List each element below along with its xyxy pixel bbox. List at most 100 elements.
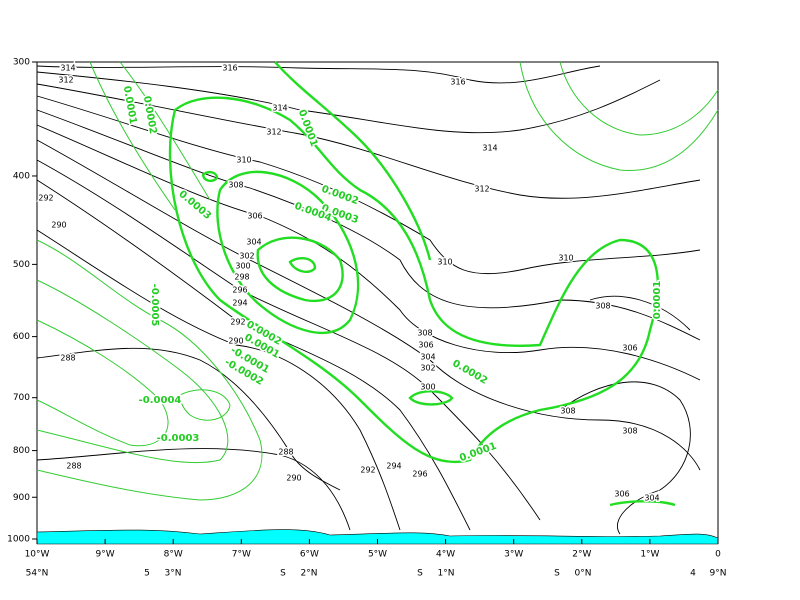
contour-line — [36, 347, 341, 491]
contour-label: 298 — [234, 273, 249, 282]
omega-contours — [36, 61, 719, 507]
x-tick-label: 9°W — [96, 550, 115, 560]
contour-line — [36, 124, 701, 381]
contour-line — [519, 61, 719, 171]
contour-label: 304 — [420, 353, 435, 362]
contour-label: 292 — [230, 318, 245, 327]
contour-label: 304 — [644, 494, 659, 503]
contour-line — [36, 71, 661, 134]
contour-line — [168, 96, 659, 464]
contour-label: 288 — [278, 448, 293, 457]
contour-label: 288 — [60, 354, 75, 363]
contour-label: -0.0005 — [149, 284, 160, 327]
contour-line — [201, 170, 219, 183]
contour-label: 0.0002 — [450, 358, 489, 387]
lat-label: S — [417, 569, 423, 579]
contour-label: 0.0001 — [121, 85, 139, 125]
lat-label: 0°N — [575, 569, 592, 579]
contour-label: 308 — [228, 181, 243, 190]
terrain — [36, 529, 719, 545]
contour-label: -0.0004 — [139, 395, 182, 406]
contour-label: 0.0001 — [652, 281, 663, 320]
contour-label: 314 — [482, 144, 497, 153]
x-tick-label: 4°W — [436, 550, 455, 560]
contour-line — [609, 500, 676, 507]
contour-line — [288, 256, 317, 274]
contour-label: 306 — [247, 212, 262, 221]
contour-line — [36, 95, 701, 275]
contour-label: 306 — [622, 344, 637, 353]
contour-label: 308 — [560, 407, 575, 416]
contour-label: 316 — [222, 64, 237, 73]
contour-line — [179, 389, 231, 421]
contour-label: 0.0001 — [458, 441, 498, 465]
contour-line — [119, 61, 211, 201]
contour-line — [36, 83, 701, 199]
lat-label: 2°N — [301, 569, 318, 579]
y-tick-label: 500 — [13, 260, 30, 270]
contour-label: 304 — [246, 238, 261, 247]
contour-label: 294 — [232, 299, 247, 308]
contour-line — [36, 279, 229, 464]
contour-label: 292 — [38, 194, 53, 203]
contour-label: 296 — [412, 470, 427, 479]
contour-label: 294 — [386, 462, 401, 471]
contour-label: 310 — [437, 258, 452, 267]
y-tick-label: 600 — [13, 332, 30, 342]
contour-label: -0.0003 — [157, 433, 200, 444]
contour-label: 314 — [272, 104, 287, 113]
x-tick-label: 0 — [715, 550, 721, 560]
contour-label: 290 — [286, 474, 301, 483]
contour-label: 312 — [58, 76, 73, 85]
x-tick-label: 7°W — [232, 550, 251, 560]
lat-label: 1°N — [438, 569, 455, 579]
lat-label: 3°N — [165, 569, 182, 579]
y-tick-label: 800 — [13, 446, 30, 456]
lat-label: 54°N — [26, 569, 49, 579]
contour-line — [36, 65, 601, 84]
contour-line — [36, 179, 471, 531]
contour-label: 312 — [266, 128, 281, 137]
contour-line — [589, 295, 691, 331]
contour-line — [36, 448, 351, 531]
contour-label: 296 — [232, 286, 247, 295]
lat-label: 5 — [144, 569, 150, 579]
y-tick-label: 300 — [13, 58, 30, 68]
theta-contours — [36, 65, 701, 535]
contour-label: 312 — [474, 185, 489, 194]
contour-line — [36, 139, 701, 471]
x-tick-label: 8°W — [164, 550, 183, 560]
contour-label: 310 — [558, 254, 573, 263]
contour-line — [256, 236, 344, 303]
contour-line — [36, 239, 263, 501]
contour-label: 300 — [235, 262, 250, 271]
contour-line — [36, 159, 541, 521]
lat-label: 9°N — [710, 569, 727, 579]
contour-line — [216, 170, 360, 335]
contour-label: 306 — [418, 341, 433, 350]
contour-label: 308 — [622, 427, 637, 436]
contour-line — [36, 229, 401, 531]
contour-label: 314 — [60, 64, 75, 73]
contour-label: 302 — [420, 364, 435, 373]
contour-line — [89, 61, 176, 211]
y-tick-label: 700 — [13, 393, 30, 403]
contour-line — [36, 109, 701, 341]
y-tick-label: 400 — [13, 171, 30, 181]
contour-label: 290 — [51, 221, 66, 230]
contour-label: 308 — [417, 329, 432, 338]
contour-label: 310 — [236, 156, 251, 165]
contour-line — [408, 390, 454, 406]
x-tick-label: 5°W — [368, 550, 387, 560]
lat-label: S — [554, 569, 560, 579]
contour-line — [559, 381, 691, 535]
contour-label: 288 — [66, 462, 81, 471]
contour-label: 316 — [450, 78, 465, 87]
contour-label: 290 — [228, 337, 243, 346]
lat-label: 4 — [690, 569, 696, 579]
x-tick-label: 3°W — [504, 550, 523, 560]
y-tick-label: 900 — [13, 493, 30, 503]
contour-label: 292 — [360, 466, 375, 475]
x-tick-label: 1°W — [640, 550, 659, 560]
